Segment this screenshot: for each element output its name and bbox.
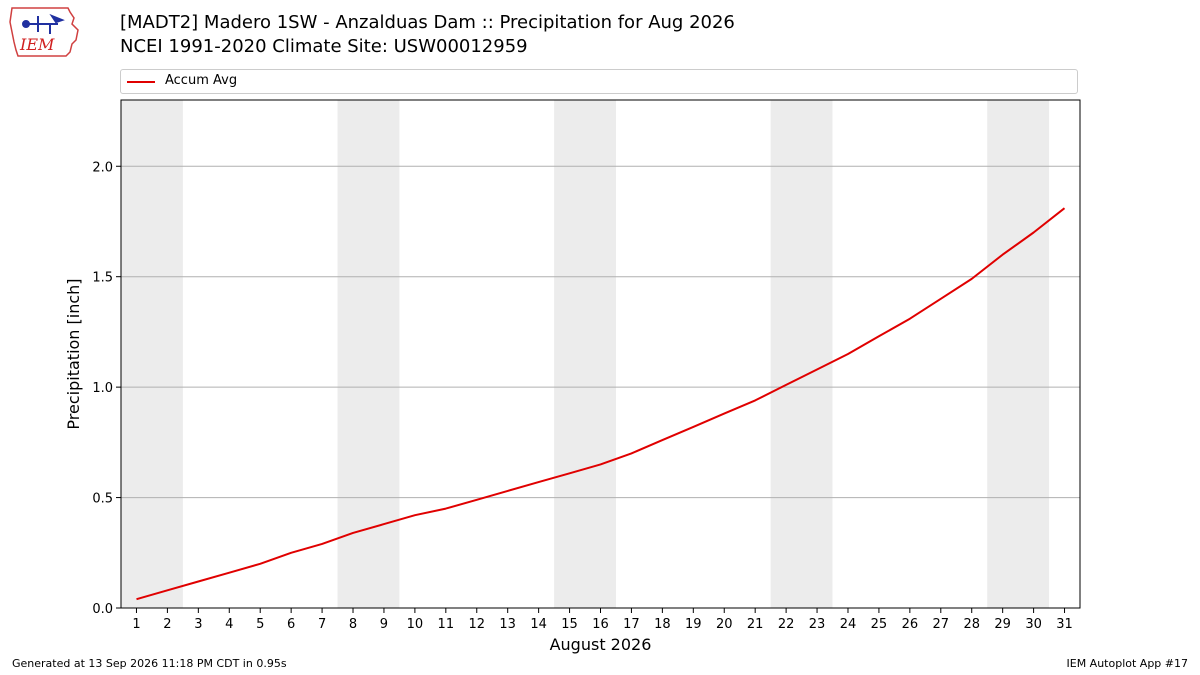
x-tick-label: 17 bbox=[623, 617, 640, 632]
x-tick-label: 31 bbox=[1056, 617, 1073, 632]
chart-title: [MADT2] Madero 1SW - Anzalduas Dam :: Pr… bbox=[120, 12, 735, 33]
y-tick-label: 0.0 bbox=[92, 602, 113, 617]
x-tick-label: 23 bbox=[809, 617, 826, 632]
x-tick-label: 21 bbox=[747, 617, 764, 632]
weekend-band bbox=[554, 100, 616, 608]
x-tick-label: 25 bbox=[871, 617, 888, 632]
series-line-accum-avg bbox=[136, 207, 1066, 601]
x-tick-label: 6 bbox=[287, 617, 295, 632]
weekend-band bbox=[770, 100, 833, 608]
weekend-band bbox=[121, 100, 183, 608]
x-tick-label: 18 bbox=[654, 617, 671, 632]
x-tick-label: 22 bbox=[778, 617, 795, 632]
generated-timestamp: Generated at 13 Sep 2026 11:18 PM CDT in… bbox=[12, 657, 287, 670]
x-tick-label: 9 bbox=[380, 617, 388, 632]
x-tick-label: 14 bbox=[530, 617, 547, 632]
x-tick-label: 19 bbox=[685, 617, 702, 632]
chart-subtitle: NCEI 1991-2020 Climate Site: USW00012959 bbox=[120, 36, 528, 57]
y-tick-label: 1.0 bbox=[92, 381, 113, 396]
x-tick-label: 8 bbox=[349, 617, 357, 632]
weekend-band bbox=[337, 100, 400, 608]
x-tick-label: 12 bbox=[468, 617, 485, 632]
x-tick-label: 10 bbox=[407, 617, 424, 632]
weekend-band bbox=[987, 100, 1050, 608]
x-tick-label: 26 bbox=[902, 617, 919, 632]
iem-logo-text: IEM bbox=[19, 35, 55, 54]
x-axis-label: August 2026 bbox=[550, 635, 652, 654]
x-tick-label: 29 bbox=[994, 617, 1011, 632]
x-tick-label: 11 bbox=[438, 617, 455, 632]
x-tick-label: 4 bbox=[225, 617, 233, 632]
y-tick-label: 1.5 bbox=[92, 271, 113, 286]
x-tick-label: 15 bbox=[561, 617, 578, 632]
x-tick-label: 20 bbox=[716, 617, 733, 632]
x-tick-label: 5 bbox=[256, 617, 264, 632]
y-axis-label: Precipitation [inch] bbox=[64, 278, 83, 429]
app-label: IEM Autoplot App #17 bbox=[1066, 657, 1189, 670]
x-tick-label: 7 bbox=[318, 617, 326, 632]
x-tick-label: 27 bbox=[933, 617, 950, 632]
x-tick-label: 28 bbox=[963, 617, 980, 632]
x-tick-label: 2 bbox=[163, 617, 171, 632]
legend: Accum Avg bbox=[120, 69, 1078, 94]
x-tick-label: 16 bbox=[592, 617, 609, 632]
x-tick-label: 30 bbox=[1025, 617, 1042, 632]
x-tick-label: 13 bbox=[499, 617, 516, 632]
weather-station-icon bbox=[22, 13, 65, 34]
iem-logo: IEM bbox=[9, 7, 79, 57]
x-tick-label: 1 bbox=[132, 617, 140, 632]
plot-frame bbox=[120, 99, 1081, 609]
y-tick-label: 0.5 bbox=[92, 492, 113, 507]
x-tick-label: 3 bbox=[194, 617, 202, 632]
y-tick-label: 2.0 bbox=[92, 160, 113, 175]
legend-label-accum-avg: Accum Avg bbox=[165, 73, 238, 88]
x-tick-label: 24 bbox=[840, 617, 857, 632]
legend-swatch-accum-avg bbox=[127, 81, 155, 83]
